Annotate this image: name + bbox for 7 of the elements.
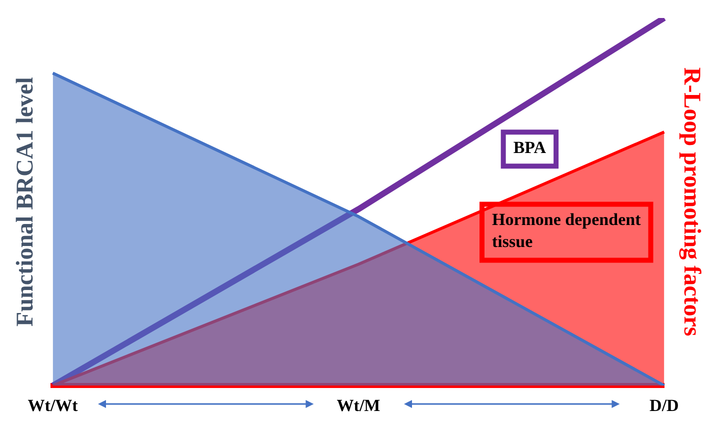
y2-axis-title: R-Loop promoting factors <box>678 67 704 336</box>
x-tick-label: Wt/M <box>336 396 380 416</box>
series-label: BPA <box>513 138 547 157</box>
y-axis-title: Functional BRCA1 level <box>12 76 39 326</box>
series-label: Hormone dependent tissue <box>492 210 642 252</box>
x-tick-label: Wt/Wt <box>28 396 78 416</box>
x-tick-label: D/D <box>650 396 679 416</box>
